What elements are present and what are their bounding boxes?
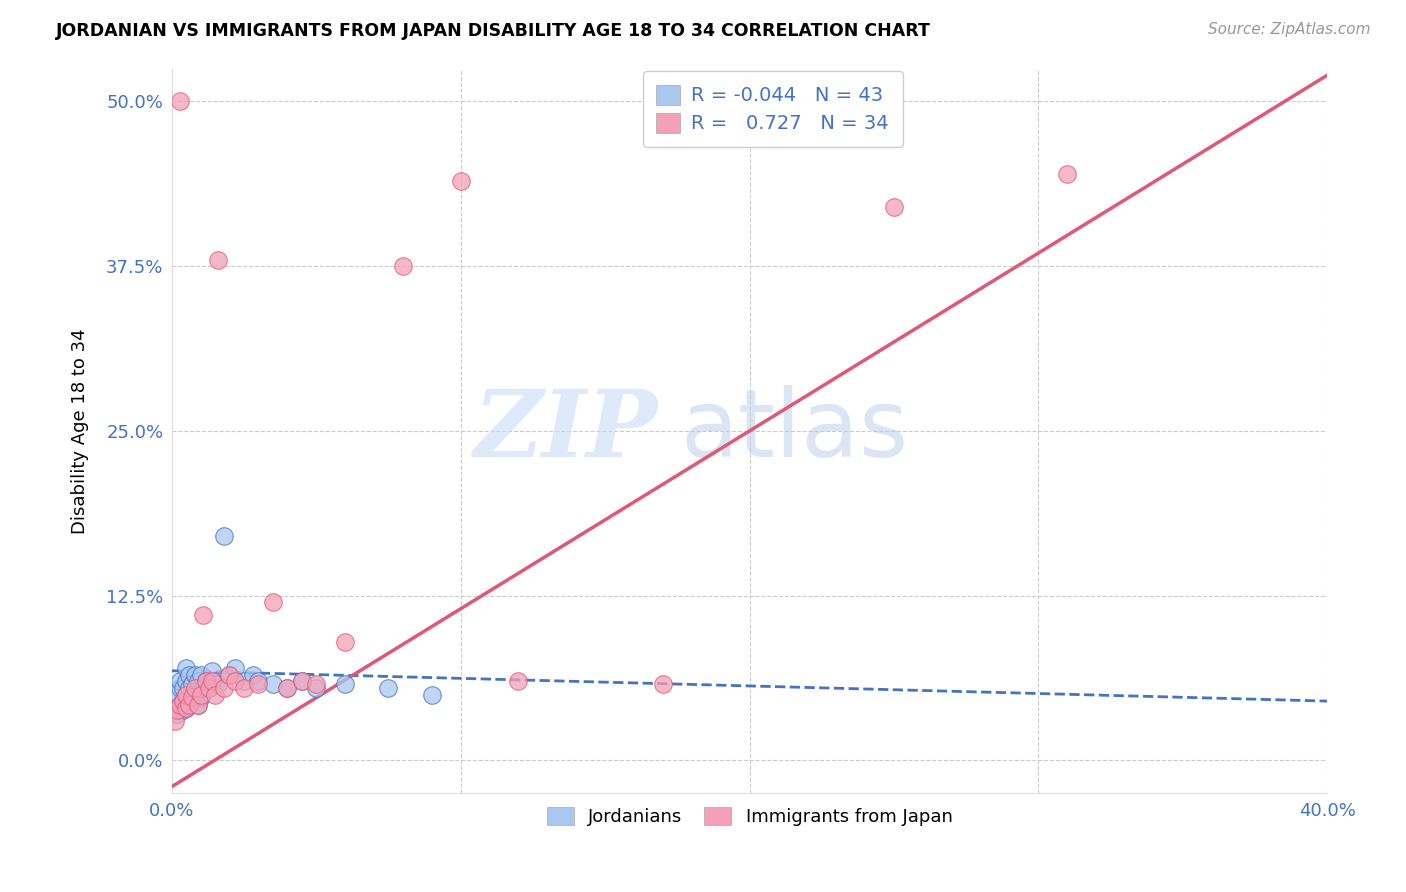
Point (172, 694, 194, 708)
Point (190, 667, 212, 681)
Point (291, 674, 314, 689)
Point (174, 688, 197, 702)
Point (204, 688, 226, 702)
Point (651, 677, 673, 691)
Point (195, 674, 218, 689)
Point (166, 703, 188, 717)
Point (198, 681, 221, 695)
Point (242, 667, 264, 681)
Point (177, 698, 200, 712)
Point (183, 688, 205, 702)
Point (166, 688, 188, 702)
Legend: Jordanians, Immigrants from Japan: Jordanians, Immigrants from Japan (537, 797, 962, 835)
Point (262, 595, 284, 609)
Point (174, 700, 197, 714)
Point (198, 681, 221, 695)
Point (420, 688, 443, 702)
Point (169, 95, 191, 109)
Text: JORDANIAN VS IMMIGRANTS FROM JAPAN DISABILITY AGE 18 TO 34 CORRELATION CHART: JORDANIAN VS IMMIGRANTS FROM JAPAN DISAB… (56, 22, 931, 40)
Point (177, 698, 200, 712)
Point (450, 173, 472, 187)
Point (201, 674, 224, 689)
Point (207, 677, 229, 691)
Point (172, 681, 194, 695)
Point (187, 674, 209, 689)
Point (190, 688, 212, 702)
Point (193, 608, 215, 623)
Point (204, 674, 226, 689)
Point (224, 661, 246, 675)
Point (508, 674, 530, 689)
Point (174, 688, 197, 702)
Point (247, 677, 270, 691)
Point (218, 667, 240, 681)
Y-axis label: Disability Age 18 to 34: Disability Age 18 to 34 (72, 328, 89, 533)
Point (305, 681, 328, 695)
Point (224, 674, 246, 689)
Point (232, 674, 254, 689)
Point (391, 259, 413, 273)
Point (247, 674, 270, 689)
Point (1056, 167, 1078, 181)
Point (172, 694, 194, 708)
Point (177, 667, 200, 681)
Point (276, 681, 298, 695)
Point (166, 707, 188, 722)
Point (169, 674, 191, 689)
Point (180, 677, 202, 691)
Point (169, 681, 191, 695)
Text: Source: ZipAtlas.com: Source: ZipAtlas.com (1208, 22, 1371, 37)
Point (174, 661, 197, 675)
Point (333, 634, 356, 648)
Point (305, 677, 328, 691)
Point (163, 714, 186, 728)
Point (172, 703, 194, 717)
Point (232, 681, 254, 695)
Point (174, 674, 197, 689)
Point (212, 529, 235, 543)
Point (169, 698, 191, 712)
Point (276, 681, 298, 695)
Point (180, 690, 202, 705)
Point (207, 252, 229, 267)
Point (333, 677, 356, 691)
Point (183, 667, 205, 681)
Point (169, 698, 191, 712)
Point (262, 677, 284, 691)
Text: atlas: atlas (681, 385, 908, 477)
Point (193, 681, 215, 695)
Point (180, 694, 202, 708)
Point (183, 681, 205, 695)
Point (201, 664, 224, 678)
Point (187, 698, 209, 712)
Point (212, 681, 235, 695)
Point (163, 700, 186, 714)
Point (195, 674, 218, 689)
Point (187, 698, 209, 712)
Point (291, 674, 314, 689)
Point (174, 700, 197, 714)
Point (177, 681, 200, 695)
Point (883, 200, 905, 214)
Text: ZIP: ZIP (472, 386, 657, 476)
Point (190, 690, 212, 705)
Point (377, 681, 399, 695)
Point (218, 667, 240, 681)
